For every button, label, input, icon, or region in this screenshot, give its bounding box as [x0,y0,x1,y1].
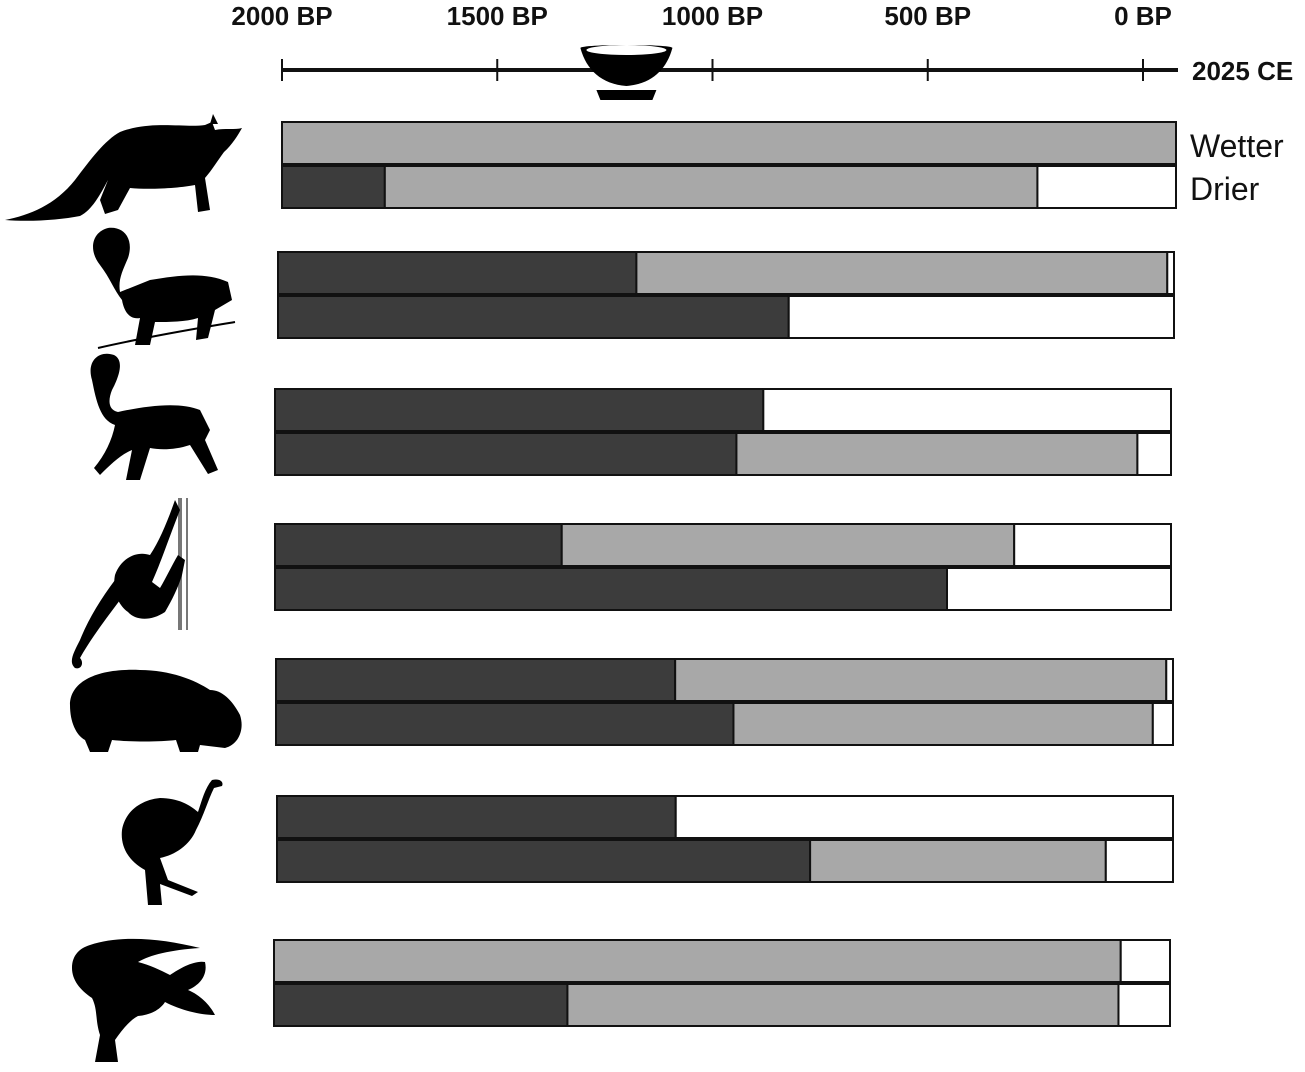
wetter-segment-grey [674,658,1168,702]
drier-segment-dark [281,165,386,209]
bar-group [274,523,1173,611]
wetter-segment-grey [635,251,1169,295]
drier-segment-empty [1036,165,1178,209]
wetter-segment-empty [762,388,1172,432]
tick-label: 1000 BP [662,1,763,31]
legend-label-wetter: Wetter [1190,128,1284,164]
bar-group [274,388,1173,476]
wetter-segment-empty [1166,251,1176,295]
drier-segment-grey [809,839,1107,883]
drier-segment-dark [276,839,812,883]
drier-segment-grey [566,983,1120,1027]
drier-segment-dark [274,432,738,476]
wetter-segment-dark [274,388,765,432]
sloth-lemur-icon [71,498,188,669]
lemur-icon [90,353,218,480]
drier-segment-dark [277,295,790,339]
hippopotamus-icon [70,669,242,752]
bar-group [275,658,1175,746]
drier-segment-empty [1151,702,1175,746]
drier-segment-grey [735,432,1139,476]
drier-segment-empty [946,567,1172,611]
bowl-marker [580,45,673,100]
wetter-segment-dark [275,658,677,702]
wetter-segment-grey [560,523,1016,567]
animal-icons [5,114,242,1062]
tick-label: 2000 BP [231,1,332,31]
wetter-segment-empty [674,795,1174,839]
end-label: 2025 CE [1192,56,1293,86]
bar-group [281,121,1178,209]
drier-segment-dark [274,567,948,611]
drier-segment-dark [275,702,735,746]
wetter-segment-empty [1013,523,1173,567]
bar-group [276,795,1175,883]
drier-segment-empty [1136,432,1173,476]
tick-label: 0 BP [1114,1,1172,31]
bar-groups [273,121,1178,1027]
wetter-segment-grey [273,939,1122,983]
drier-segment-empty [1104,839,1175,883]
bar-group [273,939,1171,1027]
ring-tailed-lemur-icon [93,227,236,349]
wetter-segment-dark [276,795,677,839]
wetter-segment-grey [281,121,1177,165]
tick-label: 500 BP [884,1,971,31]
legend: Wetter Drier [1190,128,1284,207]
wetter-segment-empty [1119,939,1171,983]
wetter-segment-dark [274,523,563,567]
bowl-icon [580,45,673,100]
drier-segment-empty [787,295,1175,339]
bar-group [277,251,1176,339]
crocodile-icon [72,938,215,1062]
wetter-segment-empty [1165,658,1174,702]
legend-label-drier: Drier [1190,171,1260,207]
drier-segment-grey [383,165,1039,209]
time-axis: 2000 BP 1500 BP 1000 BP 500 BP 0 BP 2025 CE [231,1,1293,86]
elephant-bird-icon [121,779,223,905]
drier-segment-dark [273,983,569,1027]
drier-segment-grey [732,702,1154,746]
fossa-icon [5,114,242,221]
tick-label: 1500 BP [447,1,548,31]
drier-segment-empty [1117,983,1171,1027]
wetter-segment-dark [277,251,638,295]
